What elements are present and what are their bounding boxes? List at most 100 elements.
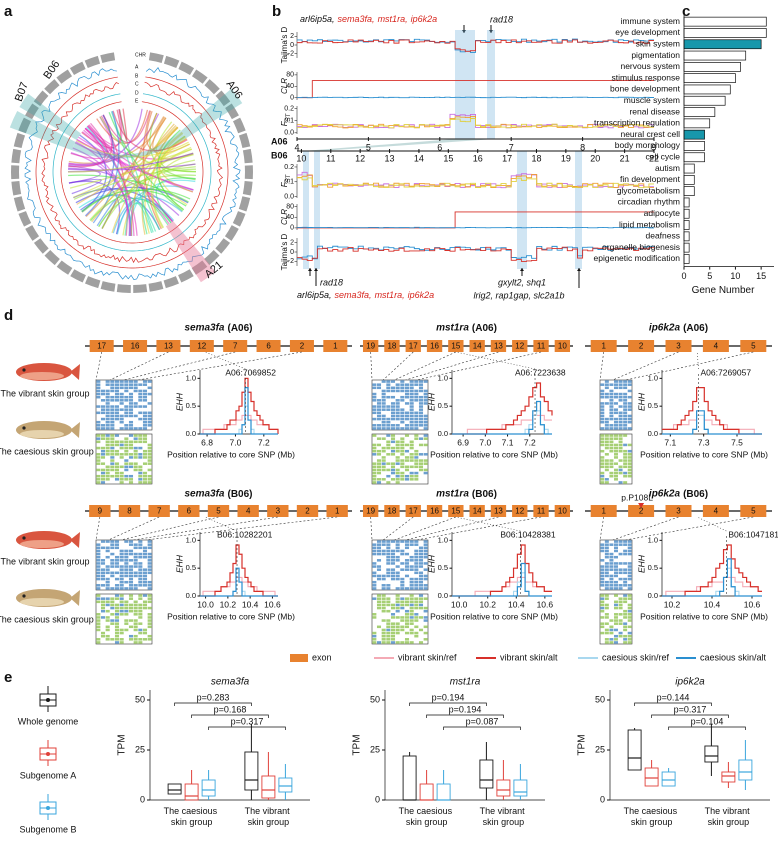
gene-name: arl6ip5a, (300, 14, 335, 24)
haplotype-cell (133, 606, 138, 610)
haplotype-cell (381, 574, 386, 578)
haplotype-cell (623, 540, 628, 543)
y-tick-label: 0.5 (438, 401, 448, 410)
haplotype-cell (114, 641, 120, 644)
haplotype-cell (614, 427, 618, 430)
arrow-head (577, 268, 581, 271)
haplotype-cell (423, 574, 428, 578)
haplotype-cell (395, 449, 400, 453)
haplotype-cell (609, 465, 614, 469)
haplotype-cell (600, 616, 605, 619)
connector (405, 351, 499, 381)
haplotype-cell (105, 383, 110, 386)
haplotype-cell (618, 446, 623, 450)
haplotype-cell (110, 427, 115, 430)
track-label: Tajima's D (280, 26, 289, 63)
gene-title: mst1ra (B06) (436, 489, 497, 500)
haplotype-cell (128, 559, 134, 562)
haplotype-cell (400, 389, 405, 393)
haplotype-cell (627, 549, 632, 553)
x-tick-label: The vibrant skin group (480, 806, 528, 827)
haplotype-cell (418, 577, 424, 581)
exon-number: 4 (246, 507, 251, 516)
haplotype-cell (124, 453, 129, 456)
x-axis-title: Position relative to core SNP (Mb) (430, 449, 558, 459)
haplotype-cell (96, 440, 101, 444)
haplotype-cell (409, 405, 414, 408)
exon (740, 340, 767, 352)
haplotype-cell (381, 577, 386, 581)
haplotype-cell (409, 456, 414, 459)
haplotype-cell (114, 399, 120, 402)
haplotype-cell (133, 380, 138, 383)
haplotype-cell (618, 443, 623, 447)
chromosome-segment (163, 276, 179, 289)
haplotype-cell (147, 411, 152, 415)
synteny-link (152, 153, 194, 229)
x-tick-label: 14 (414, 153, 424, 163)
x-tick-label-line: skin group (248, 817, 290, 827)
haplotype-cell (142, 546, 148, 550)
x-tick-label: 10 (296, 153, 306, 163)
haplotype-cell (114, 609, 120, 613)
synteny-link (81, 189, 187, 212)
haplotype-cell (390, 405, 396, 408)
haplotype-cell (372, 462, 377, 465)
haplotype-cell (623, 443, 628, 447)
haplotype-cell (409, 580, 414, 584)
haplotype-cell (623, 405, 628, 408)
haplotype-cell (142, 411, 148, 415)
haplotype-cell (105, 399, 110, 402)
synteny-link (68, 165, 180, 216)
connector (416, 351, 542, 381)
panel-label: a (4, 3, 13, 20)
y-tick-label: 1.0 (186, 373, 196, 382)
exon-number: 9 (98, 507, 103, 516)
haplotype-cell (604, 552, 609, 556)
haplotype-cell (423, 540, 428, 543)
haplotype-cell (133, 440, 138, 444)
bar (683, 73, 736, 84)
haplotype-cell (105, 437, 110, 440)
haplotype-cell (609, 638, 614, 641)
haplotype-cell (110, 446, 115, 450)
haplotype-cell (614, 565, 618, 568)
haplotype-cell (423, 609, 428, 613)
haplotype-cell (381, 405, 386, 408)
haplotype-cell (604, 546, 609, 550)
exon-number: 17 (409, 342, 418, 351)
haplotype-cell (114, 597, 120, 600)
x-tick-label: 10 (730, 271, 740, 281)
haplotype-cell (372, 613, 377, 616)
x-tick-label: 10.2 (479, 599, 496, 609)
haplotype-cell (618, 577, 623, 581)
connector (416, 516, 542, 541)
haplotype-cell (409, 392, 414, 396)
exon (702, 505, 729, 517)
haplotype-cell (100, 574, 106, 578)
exon (740, 505, 767, 517)
haplotype-cell (114, 562, 120, 565)
haplotype-cell (124, 571, 129, 575)
haplotype-cell (618, 471, 623, 475)
haplotype-cell (119, 471, 124, 475)
synteny-link (77, 136, 194, 191)
haplotype-cell (147, 613, 152, 616)
haplotype-cell (604, 562, 609, 565)
haplotype-cell (627, 453, 632, 456)
haplotype-cell (414, 417, 419, 421)
haplotype-cell (414, 478, 419, 481)
haplotype-cell (423, 395, 428, 399)
haplotype-cell (623, 600, 628, 604)
haplotype-cell (96, 638, 101, 641)
y-tick-label: 1.0 (438, 373, 448, 382)
haplotype-cell (110, 600, 115, 604)
haplotype-cell (404, 546, 410, 550)
haplotype-cell (623, 417, 628, 421)
exon-number: 5 (216, 507, 221, 516)
haplotype-cell (418, 546, 424, 550)
haplotype-cell (618, 613, 623, 616)
haplotype-cell (110, 474, 115, 478)
haplotype-cell (618, 392, 623, 396)
haplotype-cell (609, 568, 614, 571)
